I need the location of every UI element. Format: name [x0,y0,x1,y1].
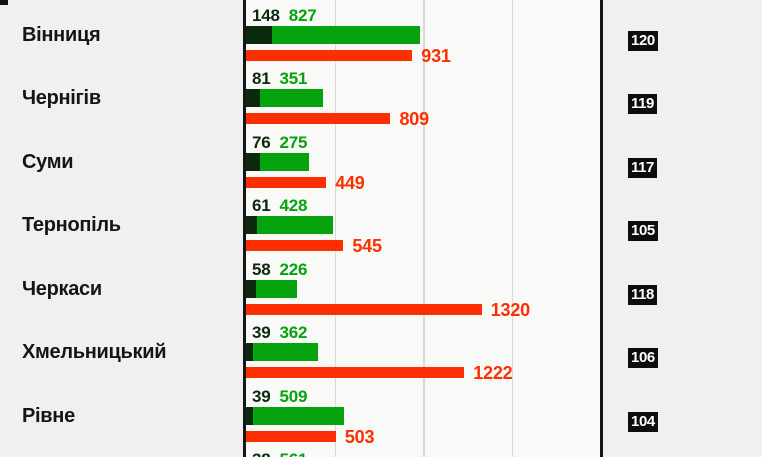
badge-count: 105 [628,221,658,241]
value-label-red: 503 [344,426,375,447]
badge-count: 118 [628,284,657,305]
stacked-bar [246,406,344,425]
value-label-green: 509 [279,386,308,406]
bar-segment-dark-green [246,343,253,361]
chart-row: Хмельницький 39 362 1222 106 [0,323,762,387]
value-labels: 76 275 [252,134,307,151]
gridline [511,0,513,457]
value-labels: 148 827 [252,7,317,24]
value-label-red: 1222 [473,363,513,383]
chart-row: 38 561 [0,450,762,457]
chart-row: Черкаси 58 226 1320 118 [0,260,762,324]
chart-row: Суми 76 275 449 117 [0,133,762,197]
bar-red [246,367,465,378]
bar-segment-dark-green [246,152,260,171]
value-labels: 39 509 [252,388,307,405]
badge-count: 106 [628,348,658,368]
value-label-red: 931 [421,45,451,66]
bar-red [246,49,413,61]
bar-segment-green [256,216,334,234]
bar-segment-dark-green [246,406,253,425]
value-label-dark-green: 58 [252,259,271,279]
value-label-dark-green: 39 [252,323,271,342]
value-label-green: 275 [279,132,308,152]
stacked-bar [246,279,297,298]
chart-row: Чернігів 81 351 809 119 [0,69,762,133]
bar-segment-green [272,25,421,44]
value-label-red: 449 [335,172,365,193]
category-label: Хмельницький [22,341,167,363]
badge-count: 120 [628,30,658,51]
chart-row: Вінниця 148 827 931 120 [0,6,762,70]
category-label: Тернопіль [22,214,121,236]
bar-segment-green [252,343,318,361]
badge-count: 104 [628,411,658,432]
value-label-dark-green: 81 [252,69,271,88]
bar-red [246,176,327,188]
bar-red [246,303,482,315]
gridline [423,0,425,457]
value-label-dark-green: 148 [252,5,280,25]
value-labels: 38 561 [252,451,307,457]
category-label: Чернігів [22,87,101,109]
value-label-green: 561 [280,451,308,457]
category-label: Черкаси [22,277,102,300]
category-label: Вінниця [22,23,101,46]
value-labels: 81 351 [252,70,307,87]
bar-red [246,113,391,124]
value-labels: 39 362 [252,324,307,341]
badge-count: 119 [628,94,657,114]
value-label-green: 362 [279,323,308,342]
stacked-bar [246,25,421,44]
badge-count: 117 [628,157,657,178]
bar-segment-green [256,279,297,298]
value-label-red: 545 [352,236,382,256]
value-label-green: 827 [288,5,317,25]
value-label-dark-green: 39 [252,386,271,406]
stacked-bar [246,89,324,107]
bar-segment-green [252,406,344,425]
value-label-dark-green: 38 [252,451,271,457]
bar-segment-green [260,89,324,107]
y-axis-line [243,0,246,457]
stacked-bar [246,343,318,361]
category-label: Рівне [22,404,75,427]
corner-mark [0,0,8,5]
value-label-dark-green: 76 [252,132,271,152]
chart-row: Рівне 39 509 503 104 [0,387,762,451]
bar-segment-green [259,152,309,171]
bar-red [246,240,344,251]
value-label-dark-green: 61 [252,196,271,215]
right-boundary-line [600,0,603,457]
gridline [334,0,336,457]
value-labels: 58 226 [252,261,307,278]
value-labels: 61 428 [252,197,307,214]
value-label-red: 1320 [490,299,530,320]
bar-segment-dark-green [246,279,257,298]
stacked-bar [246,152,309,171]
bar-red [246,430,336,442]
stacked-bar [246,216,334,234]
bar-segment-dark-green [246,25,273,44]
value-label-green: 226 [279,259,308,279]
value-label-green: 428 [279,196,308,215]
category-label: Суми [22,150,74,173]
chart-row: Тернопіль 61 428 545 105 [0,196,762,260]
bar-segment-dark-green [246,89,261,107]
value-label-red: 809 [399,109,429,129]
value-label-green: 351 [279,69,308,88]
bar-segment-dark-green [246,216,257,234]
